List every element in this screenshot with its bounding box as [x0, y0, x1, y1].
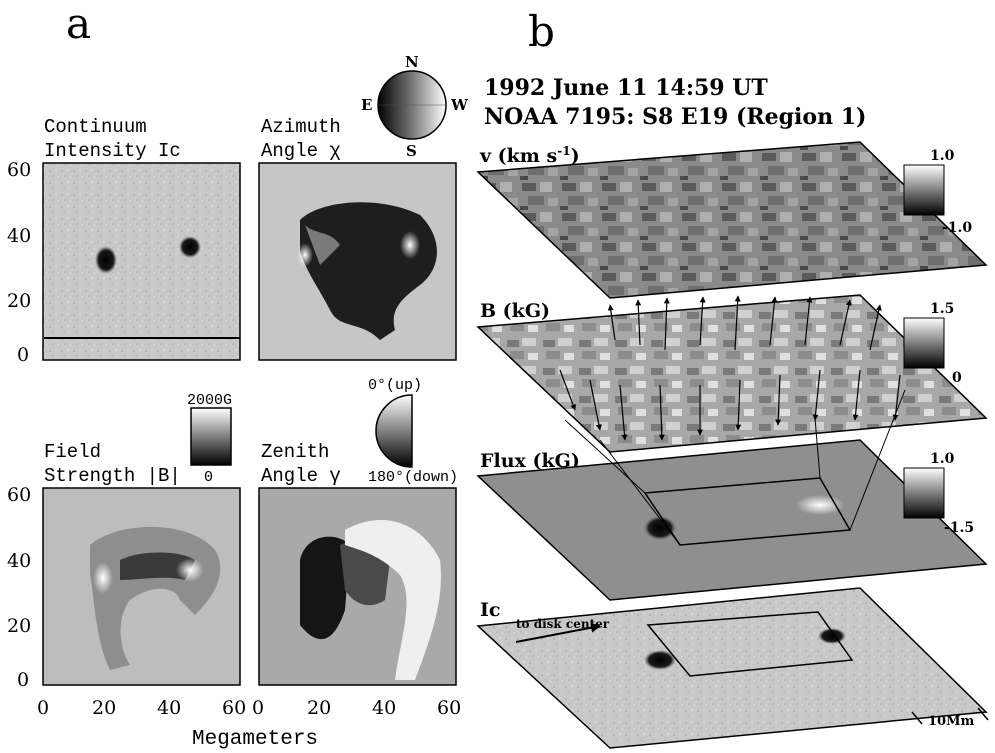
y-axis-top: 60 40 20 0	[7, 159, 31, 366]
panel-a: a N S E W Continuum Intensity Ic Azimuth…	[7, 0, 469, 751]
layer-velocity: v (km s-1) 1.0 -1.0	[476, 141, 988, 299]
y-tick: 0	[17, 669, 29, 691]
compass-west-label: W	[450, 96, 469, 114]
zenith-angle-scale: 0°(up) 180°(down)	[368, 377, 458, 486]
velocity-scale-bottom: -1.0	[942, 220, 972, 236]
map-title-zenith-2: Angle γ	[261, 465, 341, 487]
x-axis-label: Megameters	[192, 728, 318, 751]
map-title-continuum-1: Continuum	[44, 116, 147, 138]
map-field-strength	[42, 487, 241, 686]
x-tick: 40	[372, 697, 396, 719]
sunspot-left	[95, 246, 117, 274]
field-scale-bar	[903, 317, 945, 369]
field-scale-top-label: 2000G	[187, 392, 232, 409]
field-layer-scale-bottom: 0	[952, 370, 962, 386]
sunspot-right	[179, 236, 201, 258]
continuum-zoom-box	[646, 611, 854, 677]
layer-flux: Flux (kG) 1.0 -1.5	[476, 439, 988, 601]
map-title-field-1: Field	[44, 441, 101, 463]
x-tick: 60	[222, 697, 246, 719]
field-scale-bottom-label: 0	[204, 469, 213, 486]
layer-continuum: Ic to disk center 10Mm	[476, 587, 989, 749]
panel-b-letter: b	[528, 7, 555, 56]
x-tick: 20	[92, 697, 116, 719]
layer-velocity-label: v (km s-1)	[479, 144, 580, 167]
region-label: NOAA 7195: S8 E19 (Region 1)	[484, 104, 866, 130]
panel-a-letter: a	[66, 0, 91, 48]
zenith-scale-top-label: 0°(up)	[368, 377, 422, 394]
y-tick: 40	[7, 225, 31, 247]
projection-lines	[564, 389, 906, 546]
map-title-continuum-2: Intensity Ic	[44, 140, 181, 162]
field-vector-arrows	[559, 295, 901, 441]
flux-scale-bottom: -1.5	[944, 520, 974, 536]
layer-continuum-label: Ic	[480, 599, 500, 621]
disk-center-label: to disk center	[516, 617, 610, 631]
field-layer-scale-top: 1.5	[930, 301, 954, 317]
scale-bar-label: 10Mm	[928, 714, 974, 729]
layer-field-label: B (kG)	[480, 300, 550, 322]
x-tick: 20	[307, 697, 331, 719]
map-continuum	[42, 162, 241, 361]
y-axis-bottom: 60 40 20 0	[7, 484, 31, 691]
layer-flux-label: Flux (kG)	[480, 450, 580, 472]
y-tick: 20	[7, 290, 31, 312]
flux-scale-bar	[903, 467, 945, 519]
zenith-scale-bottom-label: 180°(down)	[368, 469, 458, 486]
y-tick: 60	[7, 159, 31, 181]
map-azimuth	[258, 162, 457, 361]
compass-north-label: N	[405, 53, 419, 71]
velocity-scale-top: 1.0	[930, 148, 955, 164]
x-axis: 0 20 40 60 0 20 40 60	[37, 697, 461, 719]
flux-scale-top: 1.0	[930, 451, 955, 467]
panel-b: b 1992 June 11 14:59 UT NOAA 7195: S8 E1…	[476, 7, 989, 749]
scale-bar-tick	[911, 711, 923, 725]
compass-south-label: S	[406, 142, 417, 160]
y-tick: 20	[7, 615, 31, 637]
azimuth-compass: N S E W	[361, 53, 469, 160]
map-title-field-2: Strength |B|	[44, 465, 181, 487]
map-title-azimuth-1: Azimuth	[261, 116, 341, 138]
compass-east-label: E	[361, 96, 372, 114]
map-zenith	[258, 487, 457, 686]
map-title-azimuth-2: Angle χ	[261, 140, 341, 162]
map-title-zenith-1: Zenith	[261, 441, 329, 463]
field-strength-scale: 2000G 0	[187, 392, 232, 486]
y-tick: 60	[7, 484, 31, 506]
x-tick: 40	[157, 697, 181, 719]
y-tick: 40	[7, 550, 31, 572]
scale-bar-tick	[977, 707, 989, 721]
layer-field: B (kG)	[476, 294, 988, 453]
x-tick: 60	[437, 697, 461, 719]
x-tick: 0	[37, 697, 49, 719]
disk-center-arrow	[515, 622, 601, 643]
y-tick: 0	[17, 344, 29, 366]
velocity-scale-bar	[903, 164, 945, 216]
x-tick: 0	[252, 697, 264, 719]
observation-date: 1992 June 11 14:59 UT	[484, 75, 768, 101]
